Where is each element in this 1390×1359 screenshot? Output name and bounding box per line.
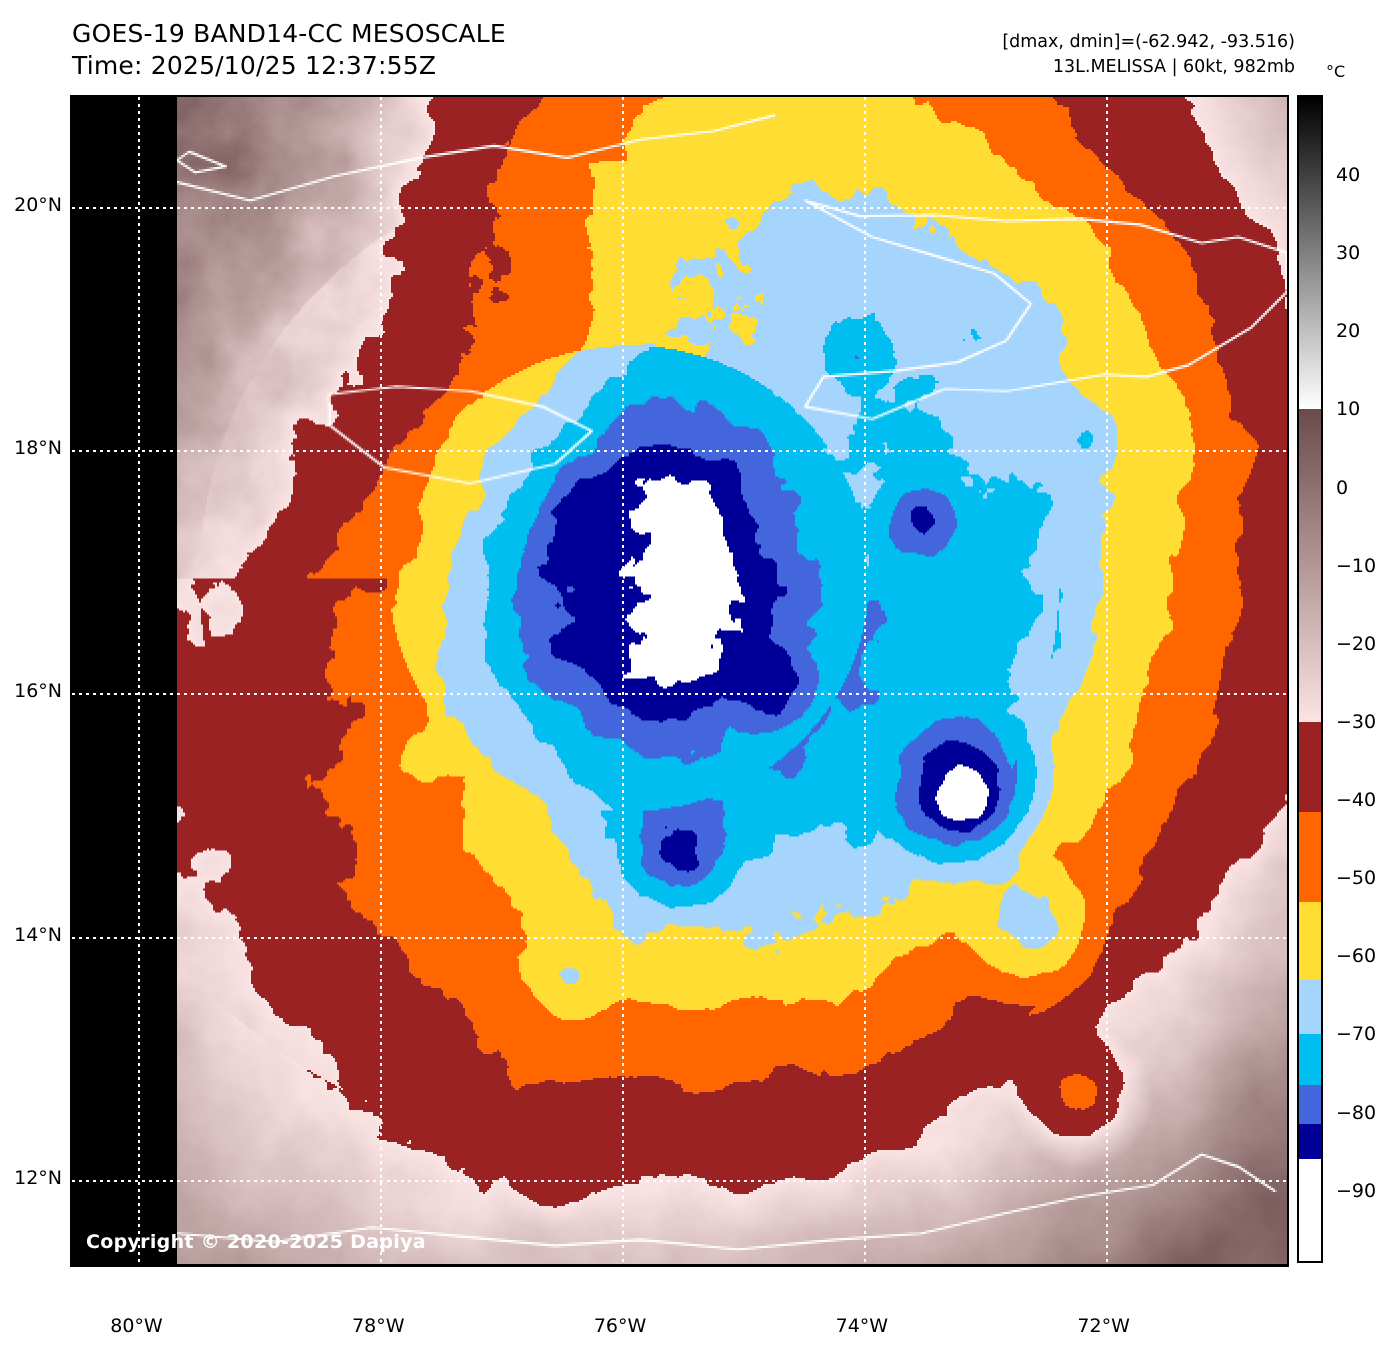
colorbar-tick-label-0: 40 <box>1336 164 1361 187</box>
colorbar-band-cyan <box>1299 1034 1321 1086</box>
x-tick-label-1: 78°W <box>352 1315 405 1337</box>
gridline-meridian-3 <box>863 97 866 1265</box>
colorbar-tick-label-1: 30 <box>1336 242 1361 265</box>
colorbar-tick-label-11: −70 <box>1336 1023 1377 1046</box>
x-tick-label-2: 76°W <box>593 1315 647 1337</box>
colorbar-tick-label-3: 10 <box>1336 398 1361 421</box>
gridline-meridian-2 <box>622 97 625 1265</box>
gridline-meridian-1 <box>380 97 383 1265</box>
colorbar-tick-label-10: −60 <box>1336 945 1377 968</box>
temperature-colorbar <box>1297 95 1323 1263</box>
title-timestamp: Time: 2025/10/25 12:37:55Z <box>72 51 437 80</box>
x-tick-label-3: 74°W <box>835 1315 889 1337</box>
colorbar-tick-label-7: −30 <box>1336 710 1377 733</box>
satellite-image-plot: Copyright © 2020-2025 Dapiya <box>70 95 1289 1267</box>
colorbar-tick-label-6: −20 <box>1336 632 1377 655</box>
storm-info-text: 13L.MELISSA | 60kt, 982mb <box>1052 56 1295 77</box>
y-tick-label-1: 18°N <box>14 436 62 459</box>
colorbar-unit-label: °C <box>1326 62 1346 81</box>
colorbar-band-navy <box>1299 1124 1321 1160</box>
colorbar-band-orange <box>1299 811 1321 902</box>
gridline-parallel-2 <box>72 693 1287 696</box>
y-tick-label-0: 20°N <box>14 193 62 216</box>
colorbar-tick-label-13: −90 <box>1336 1179 1377 1202</box>
dmax-dmin-text: [dmax, dmin]=(-62.942, -93.516) <box>1002 32 1295 52</box>
colorbar-tick-label-5: −10 <box>1336 554 1377 577</box>
colorbar-tick-label-2: 20 <box>1336 320 1361 343</box>
gridline-meridian-0 <box>138 97 141 1265</box>
gridline-meridian-4 <box>1105 97 1108 1265</box>
page-title: GOES-19 BAND14-CC MESOSCALE Time: 2025/1… <box>72 18 506 82</box>
y-tick-label-2: 16°N <box>14 680 62 703</box>
colorbar-band-yellow <box>1299 901 1321 980</box>
colorbar-tick-label-9: −50 <box>1336 867 1377 890</box>
y-tick-label-3: 14°N <box>14 923 62 946</box>
colorbar-gradient-grayscale-warm <box>1299 97 1321 410</box>
colorbar-tick-label-12: −80 <box>1336 1101 1377 1124</box>
colorbar-gradient-brown-pink <box>1299 409 1321 722</box>
colorbar-tick-label-4: 0 <box>1336 476 1349 499</box>
gridline-parallel-3 <box>72 936 1287 939</box>
x-tick-label-4: 72°W <box>1077 1315 1130 1337</box>
metadata-block: [dmax, dmin]=(-62.942, -93.516) 13L.MELI… <box>1002 30 1295 80</box>
colorbar-band-blue <box>1299 1085 1321 1125</box>
y-tick-label-4: 12°N <box>14 1166 62 1189</box>
copyright-text: Copyright © 2020-2025 Dapiya <box>86 1231 426 1253</box>
colorbar-band-light-blue <box>1299 979 1321 1035</box>
colorbar-tick-label-8: −40 <box>1336 789 1377 812</box>
gridline-parallel-4 <box>72 1179 1287 1182</box>
x-tick-label-0: 80°W <box>110 1315 163 1337</box>
colorbar-band-dark-red <box>1299 721 1321 812</box>
satellite-raster <box>177 97 1287 1264</box>
title-satellite-product: GOES-19 BAND14-CC MESOSCALE <box>72 19 506 48</box>
colorbar-band-white-coldest <box>1299 1159 1321 1261</box>
gridline-parallel-1 <box>72 449 1287 452</box>
gridline-parallel-0 <box>72 206 1287 209</box>
